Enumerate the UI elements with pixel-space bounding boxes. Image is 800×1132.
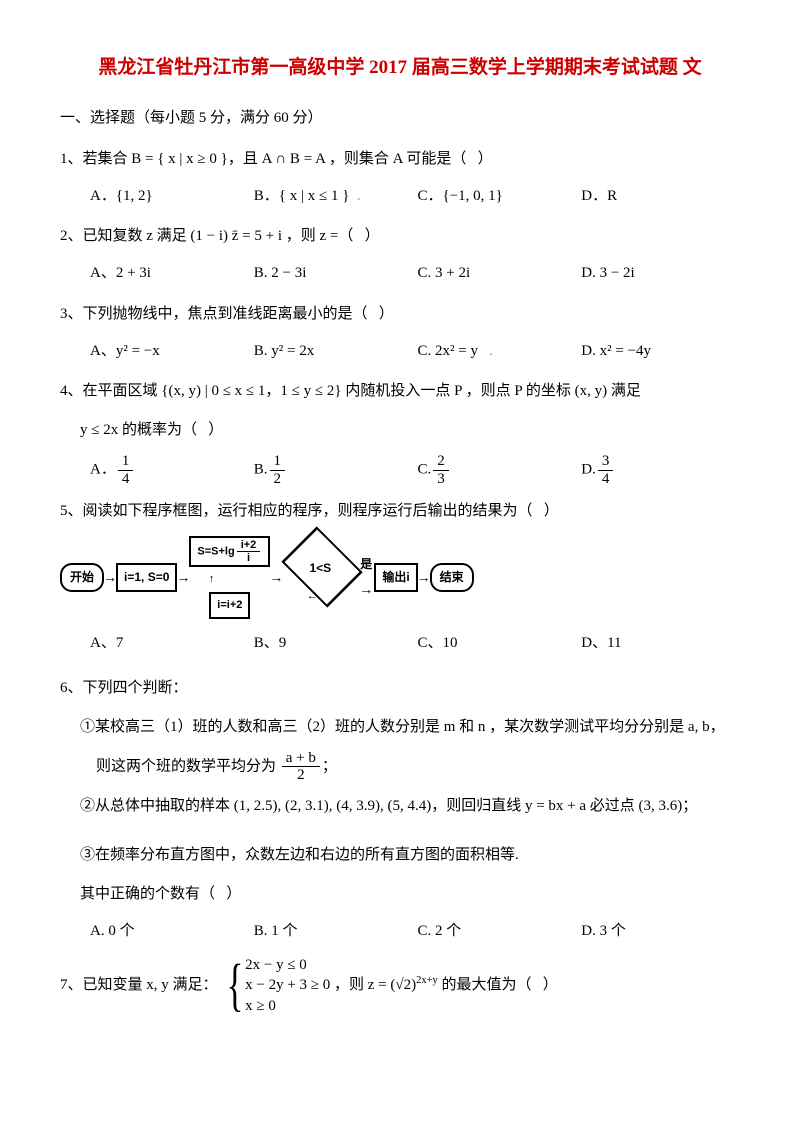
- fc-end: 结束: [430, 563, 474, 592]
- q1-opt-d: D．R: [581, 182, 701, 211]
- question-5: 5、阅读如下程序框图，运行相应的程序，则程序运行后输出的结果为（ ）: [60, 495, 740, 528]
- q7-stem-a: 7、已知变量 x, y 满足：: [60, 977, 218, 993]
- q6-p3: ③在频率分布直方图中，众数左边和右边的所有直方图的面积相等.: [80, 839, 740, 872]
- fc-init: i=1, S=0: [116, 563, 177, 592]
- question-2: 2、已知复数 z 满足 (1 − i) z̄ = 5 + i ，则 z =（ ）: [60, 220, 740, 253]
- q4-opt-c: C.23: [418, 453, 578, 487]
- q6-options: A. 0 个 B. 1 个 C. 2 个 D. 3 个: [90, 917, 740, 946]
- q1-opt-a: A．{1, 2}: [90, 182, 250, 211]
- q1-stem: 1、若集合 B = { x | x ≥ 0 }，且 A ∩ B = A ，则集合…: [60, 151, 493, 167]
- q2-options: A、2 + 3i B. 2 − 3i C. 3 + 2i D. 3 − 2i: [90, 259, 740, 288]
- q6-p2: ②从总体中抽取的样本 (1, 2.5), (2, 3.1), (4, 3.9),…: [80, 790, 740, 823]
- q3-options: A、y² = −x B. y² = 2x C. 2x² = y . D. x² …: [90, 337, 740, 366]
- q1-opt-c: C．{−1, 0, 1}: [418, 182, 578, 211]
- arrow-icon: →: [359, 576, 373, 603]
- q5-opt-d: D、11: [581, 629, 701, 658]
- q1-options: A．{1, 2} B．{ x | x ≤ 1 } . C．{−1, 0, 1} …: [90, 182, 740, 211]
- arrow-icon: →: [176, 564, 190, 591]
- q4-stem-2: y ≤ 2x 的概率为（ ）: [80, 422, 223, 438]
- q3-opt-c: C. 2x² = y .: [418, 337, 578, 366]
- question-6: 6、下列四个判断：: [60, 672, 740, 705]
- q4-opt-b: B.12: [254, 453, 414, 487]
- q4-opt-d: D.34: [581, 453, 701, 487]
- fc-return: ↑: [189, 569, 270, 590]
- question-3: 3、下列抛物线中，焦点到准线距离最小的是（ ）: [60, 298, 740, 331]
- exam-page: 黑龙江省牡丹江市第一高级中学 2017 届高三数学上学期期末考试试题 文 一、选…: [0, 0, 800, 1062]
- q6-opt-d: D. 3 个: [581, 917, 701, 946]
- q2-opt-a: A、2 + 3i: [90, 259, 250, 288]
- q6-tail: 其中正确的个数有（ ）: [80, 878, 740, 911]
- q6-p1a: ①某校高三（1）班的人数和高三（2）班的人数分别是 m 和 n ，某次数学测试平…: [80, 711, 740, 744]
- q3-opt-d: D. x² = −4y: [581, 337, 701, 366]
- q7-line2: x − 2y + 3 ≥ 0: [245, 977, 330, 993]
- q7-exp: 2x+y: [416, 975, 438, 986]
- q5-opt-b: B、9: [254, 629, 414, 658]
- marker-dot: .: [489, 337, 493, 366]
- q2-opt-b: B. 2 − 3i: [254, 259, 414, 288]
- q5-opt-c: C、10: [418, 629, 578, 658]
- arrow-icon: →: [417, 564, 431, 591]
- question-7: 7、已知变量 x, y 满足： { 2x − y ≤ 0 x − 2y + 3 …: [60, 955, 740, 1016]
- q7-line3: x ≥ 0: [245, 998, 276, 1014]
- q6-opt-c: C. 2 个: [418, 917, 578, 946]
- q6-p1b-line: 则这两个班的数学平均分为 a + b2；: [96, 750, 740, 784]
- q4-stem-1: 4、在平面区域 {(x, y) | 0 ≤ x ≤ 1，1 ≤ y ≤ 2} 内…: [60, 383, 641, 399]
- q3-stem: 3、下列抛物线中，焦点到准线距离最小的是（ ）: [60, 306, 394, 322]
- q4-options: A．14 B.12 C.23 D.34: [90, 453, 740, 487]
- arrow-icon: →: [103, 564, 117, 591]
- q6-stem: 6、下列四个判断：: [60, 680, 188, 696]
- q3-opt-a: A、y² = −x: [90, 337, 250, 366]
- q3-opt-b: B. y² = 2x: [254, 337, 414, 366]
- marker-dot: .: [357, 182, 361, 211]
- question-4: 4、在平面区域 {(x, y) | 0 ≤ x ≤ 1，1 ≤ y ≤ 2} 内…: [60, 375, 740, 408]
- q6-opt-a: A. 0 个: [90, 917, 250, 946]
- q5-opt-a: A、7: [90, 629, 250, 658]
- q2-stem: 2、已知复数 z 满足 (1 − i) z̄ = 5 + i ，则 z =（ ）: [60, 228, 380, 244]
- q5-stem: 5、阅读如下程序框图，运行相应的程序，则程序运行后输出的结果为（ ）: [60, 503, 559, 519]
- arrow-icon: →: [269, 564, 283, 591]
- section-1-heading: 一、选择题（每小题 5 分，满分 60 分）: [60, 104, 740, 133]
- fc-loop-body: S=S+lgi+2i ↑ i=i+2: [189, 536, 270, 619]
- q1-opt-b: B．{ x | x ≤ 1 } .: [254, 182, 414, 211]
- fc-start: 开始: [60, 563, 104, 592]
- q7-line1: 2x − y ≤ 0: [245, 957, 307, 973]
- flowchart: 开始 → i=1, S=0 → S=S+lgi+2i ↑ i=i+2 → 1<S…: [60, 536, 740, 619]
- page-title: 黑龙江省牡丹江市第一高级中学 2017 届高三数学上学期期末考试试题 文: [60, 50, 740, 86]
- q7-system: { 2x − y ≤ 0 x − 2y + 3 ≥ 0 x ≥ 0: [221, 955, 330, 1016]
- q6-opt-b: B. 1 个: [254, 917, 414, 946]
- q5-options: A、7 B、9 C、10 D、11: [90, 629, 740, 658]
- q7-stem-c: 的最大值为（ ）: [438, 977, 558, 993]
- q2-opt-c: C. 3 + 2i: [418, 259, 578, 288]
- fc-inc: i=i+2: [209, 592, 250, 619]
- fc-calc: S=S+lgi+2i: [189, 536, 270, 567]
- question-1: 1、若集合 B = { x | x ≥ 0 }，且 A ∩ B = A ，则集合…: [60, 143, 740, 176]
- q6-frac: a + b2: [282, 750, 320, 784]
- q4-opt-a: A．14: [90, 453, 250, 487]
- fc-output: 输出i: [374, 563, 417, 592]
- q2-opt-d: D. 3 − 2i: [581, 259, 701, 288]
- q4-stem-2-line: y ≤ 2x 的概率为（ ）: [80, 414, 740, 447]
- q7-stem-b: ，则 z = (√2): [334, 977, 416, 993]
- q6-p1b: 则这两个班的数学平均分为: [96, 758, 276, 774]
- fc-cond: 1<S: [282, 548, 358, 584]
